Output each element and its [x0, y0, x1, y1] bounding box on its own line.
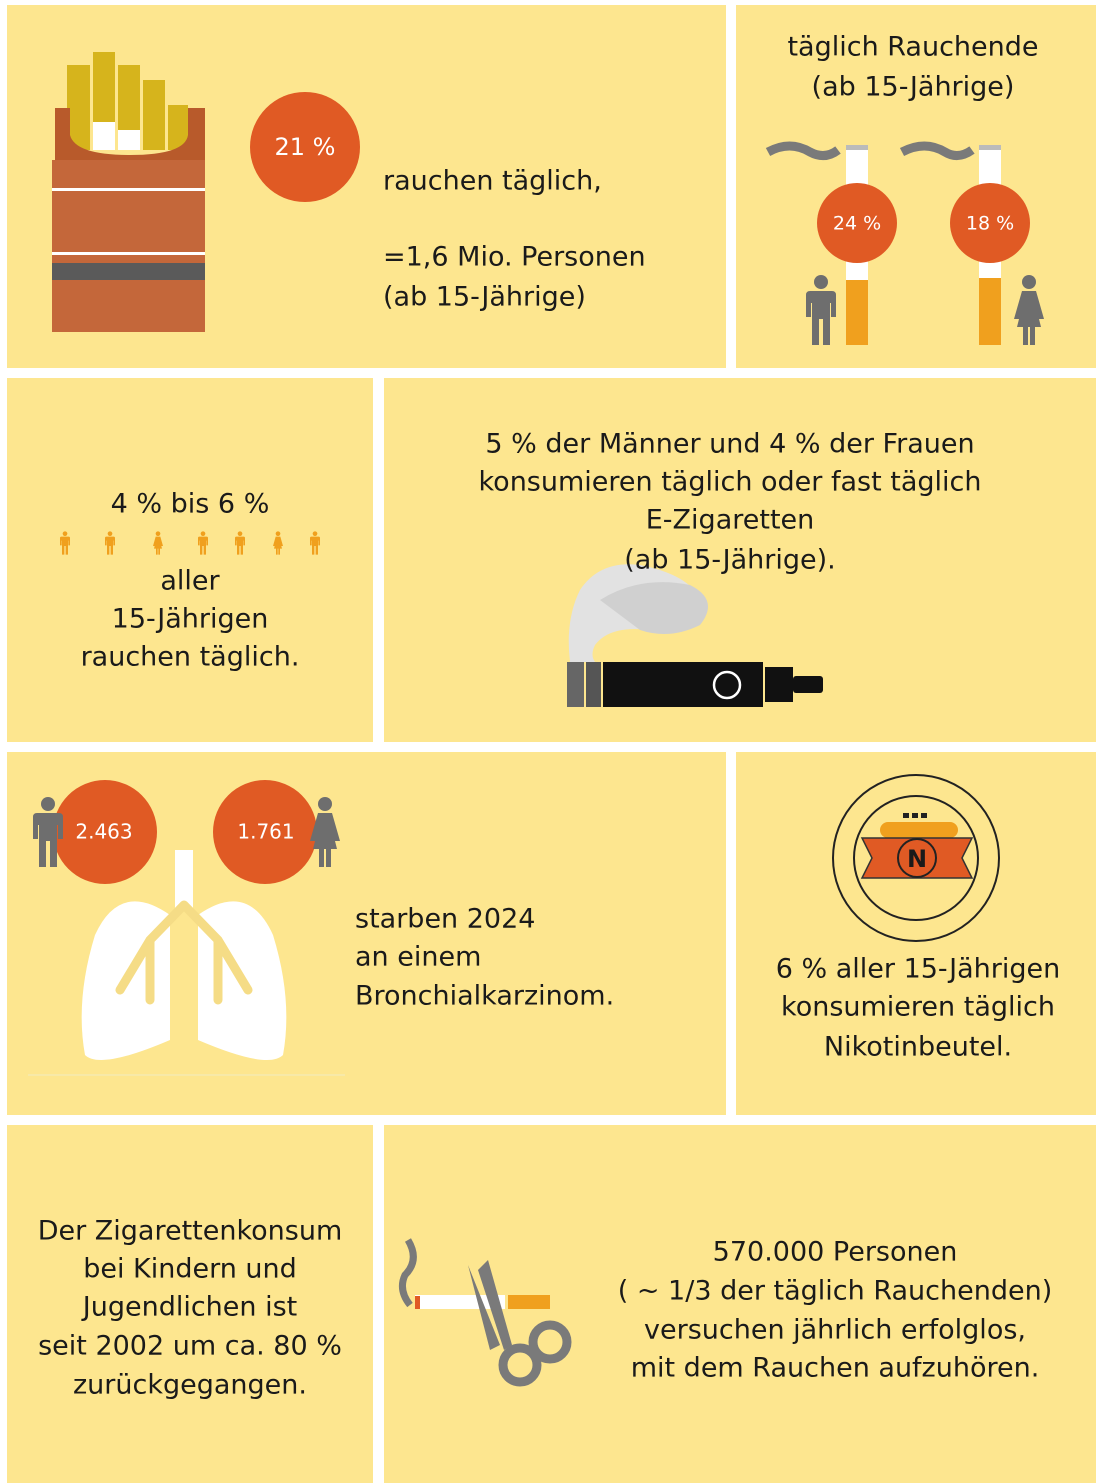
- text-line: (ab 15-Jährige): [383, 282, 586, 313]
- text-line: 6 % aller 15-Jährigen: [776, 954, 1061, 985]
- text-line: seit 2002 um ca. 80 %: [38, 1331, 342, 1362]
- icon-letter: N: [907, 845, 927, 873]
- count-men: 2.463: [75, 820, 132, 844]
- text-line: zurückgegangen.: [73, 1370, 307, 1401]
- text-line: =1,6 Mio. Personen: [383, 242, 646, 273]
- text-line: bei Kindern und: [83, 1254, 297, 1285]
- text-line: an einem: [355, 942, 481, 973]
- title-line: (ab 15-Jährige): [812, 72, 1015, 103]
- text-line: 570.000 Personen: [713, 1237, 958, 1268]
- text-line: starben 2024: [355, 904, 535, 935]
- count-women: 1.761: [237, 820, 294, 844]
- text-line: 15-Jährigen: [112, 604, 269, 635]
- text-line: versuchen jährlich erfolglos,: [644, 1315, 1026, 1346]
- infographic: 21 % rauchen täglich, =1,6 Mio. Personen…: [0, 0, 1096, 1483]
- title-line: täglich Rauchende: [787, 32, 1038, 63]
- page: 21 % rauchen täglich, =1,6 Mio. Personen…: [0, 0, 1096, 1483]
- text-line: konsumieren täglich oder fast täglich: [479, 467, 982, 498]
- text-line: 5 % der Männer und 4 % der Frauen: [485, 429, 974, 460]
- percent: 21 %: [275, 133, 336, 161]
- text-line: ( ~ 1/3 der täglich Rauchenden): [618, 1276, 1053, 1307]
- text-line: Der Zigarettenkonsum: [38, 1216, 343, 1247]
- text-line: (ab 15-Jährige).: [624, 545, 836, 576]
- text-line: Nikotinbeutel.: [824, 1032, 1012, 1063]
- text-line: konsumieren täglich: [781, 992, 1055, 1023]
- percent-men: 24 %: [833, 213, 881, 235]
- range: 4 % bis 6 %: [111, 489, 270, 520]
- panel: [7, 378, 373, 742]
- text-line: E-Zigaretten: [646, 505, 815, 536]
- text-line: aller: [160, 566, 220, 597]
- text-line: rauchen täglich.: [81, 642, 300, 673]
- text-line: rauchen täglich,: [383, 166, 602, 197]
- percent-women: 18 %: [966, 213, 1014, 235]
- text-line: Bronchialkarzinom.: [355, 981, 614, 1012]
- text-line: Jugendlichen ist: [81, 1292, 298, 1323]
- text-line: mit dem Rauchen aufzuhören.: [631, 1353, 1040, 1384]
